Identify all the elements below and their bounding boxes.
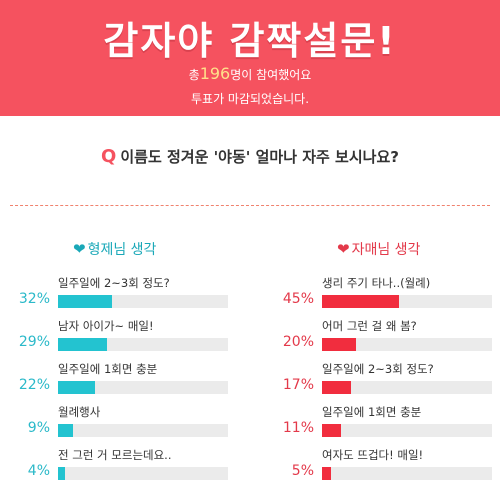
result-bar-track [322, 467, 492, 480]
result-label: 월례행사 [58, 405, 101, 419]
dashed-divider [10, 205, 490, 206]
result-bar-fill [322, 381, 351, 394]
heart-icon: ❤ [73, 240, 86, 258]
right-heading-text: 자매님 생각 [351, 242, 421, 258]
result-label: 생리 주기 타나..(월례) [322, 276, 431, 290]
survey-banner: 감자야 감짝설문! 총196명이 참여했어요 투표가 마감되었습니다. [0, 0, 500, 116]
question-mark: Q [101, 146, 117, 167]
result-bar-track [58, 381, 228, 394]
result-bar-track [58, 424, 228, 437]
participant-count-line: 총196명이 참여했어요 [0, 64, 500, 83]
result-label: 일주일에 1회면 충분 [322, 405, 422, 419]
result-bar-track [58, 295, 228, 308]
question-text: 이름도 정겨운 '야동' 얼마나 자주 보시나요? [120, 148, 399, 166]
participant-count: 196 [199, 64, 231, 83]
result-percent: 9% [27, 420, 50, 436]
result-percent: 45% [282, 291, 314, 307]
result-bar-fill [322, 338, 356, 351]
result-percent: 5% [291, 463, 314, 479]
result-bar-track [322, 381, 492, 394]
result-label: 일주일에 1회면 충분 [58, 362, 158, 376]
result-percent: 4% [27, 463, 50, 479]
count-suffix: 명이 참여했어요 [230, 68, 312, 82]
count-prefix: 총 [188, 68, 200, 82]
result-label: 어머 그런 걸 왜 봄? [322, 319, 417, 333]
left-column-heading: ❤ 형제님 생각 [73, 239, 156, 259]
result-bar-track [322, 338, 492, 351]
result-label: 전 그런 거 모르는데요.. [58, 448, 172, 462]
result-percent: 17% [282, 377, 314, 393]
result-bar-fill [322, 424, 341, 437]
result-bar-track [58, 467, 228, 480]
question: Q 이름도 정겨운 '야동' 얼마나 자주 보시나요? [0, 146, 500, 167]
result-bar-track [322, 424, 492, 437]
result-bar-fill [58, 381, 96, 394]
result-label: 일주일에 2~3회 정도? [58, 276, 170, 290]
result-label: 여자도 뜨겁다! 매일! [322, 448, 424, 462]
result-bar-fill [58, 424, 74, 437]
survey-title: 감자야 감짝설문! [103, 19, 397, 63]
result-percent: 20% [282, 334, 314, 350]
result-label: 남자 아이가~ 매일! [58, 319, 154, 333]
result-bar-track [322, 295, 492, 308]
left-heading-text: 형제님 생각 [87, 242, 157, 258]
poll-status: 투표가 마감되었습니다. [190, 92, 310, 106]
right-column-heading: ❤ 자매님 생각 [337, 239, 420, 259]
result-percent: 11% [282, 420, 314, 436]
result-bar-fill [58, 295, 113, 308]
result-bar-fill [322, 295, 399, 308]
result-bar-fill [322, 467, 331, 480]
result-percent: 22% [18, 377, 50, 393]
result-bar-track [58, 338, 228, 351]
result-percent: 32% [18, 291, 50, 307]
result-bar-fill [58, 467, 65, 480]
result-percent: 29% [18, 334, 50, 350]
result-label: 일주일에 2~3회 정도? [322, 362, 434, 376]
result-bar-fill [58, 338, 108, 351]
heart-icon: ❤ [337, 240, 350, 258]
